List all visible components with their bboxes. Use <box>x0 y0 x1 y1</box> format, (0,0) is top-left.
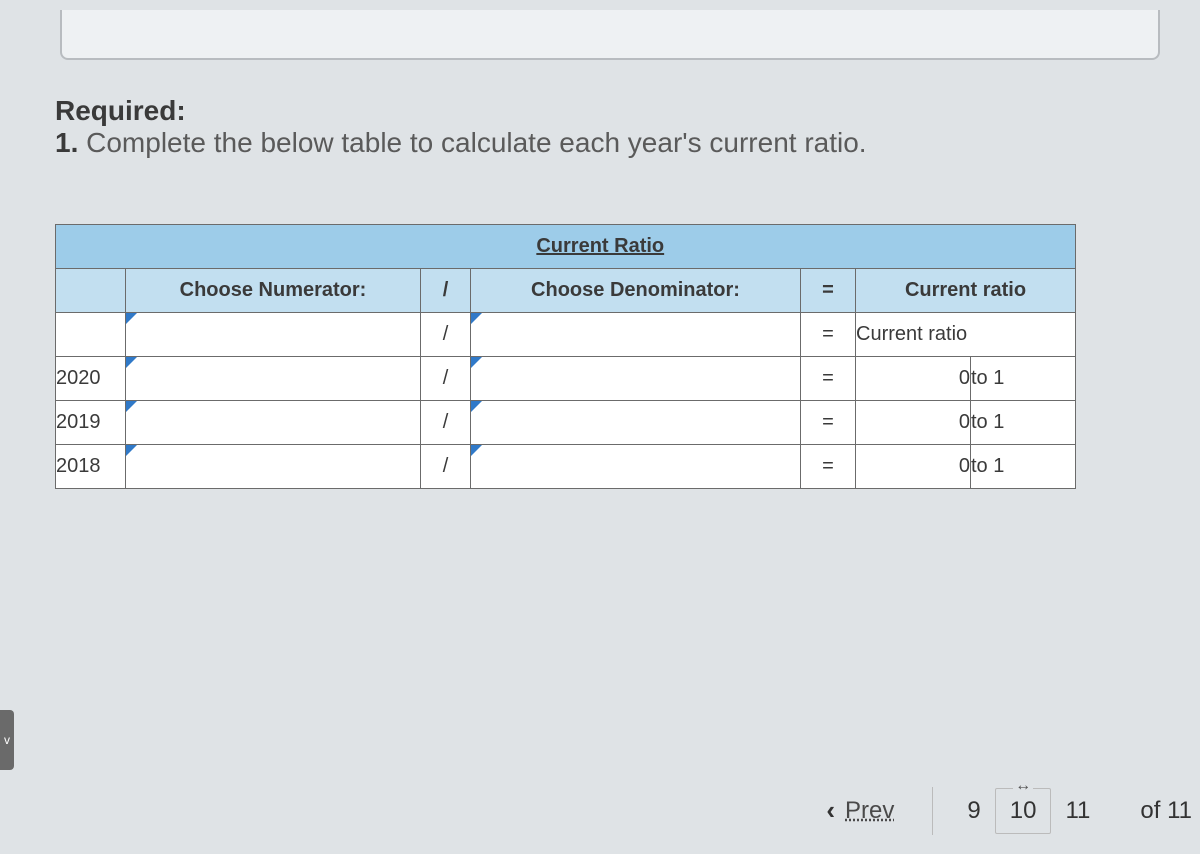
equals-cell: = <box>801 357 856 401</box>
slash-cell: / <box>421 401 471 445</box>
year-cell: 2020 <box>56 357 126 401</box>
ratio-text-cell: Current ratio <box>856 313 1076 357</box>
denominator-dropdown[interactable] <box>471 445 801 489</box>
year-cell: 2019 <box>56 401 126 445</box>
question-box-outline <box>60 10 1160 60</box>
of-label: of <box>1140 797 1160 824</box>
dropdown-icon <box>126 445 137 456</box>
slash-cell: / <box>421 445 471 489</box>
table-row: 2019 / = 0 to 1 <box>56 401 1076 445</box>
instruction-text: Complete the below table to calculate ea… <box>86 127 866 158</box>
ratio-suffix-cell: to 1 <box>971 445 1076 489</box>
ratio-value-cell: 0 <box>856 401 971 445</box>
instruction-line: 1. Complete the below table to calculate… <box>55 127 1160 159</box>
slash-cell: / <box>421 313 471 357</box>
dropdown-icon <box>126 401 137 412</box>
prev-button[interactable]: ‹ Prev <box>806 785 914 836</box>
equals-cell: = <box>801 401 856 445</box>
page-total: of 11 <box>1122 787 1200 835</box>
pagination: 9 ↔ 10 11 <box>932 787 1104 835</box>
equals-cell: = <box>801 313 856 357</box>
current-ratio-table: Current Ratio Choose Numerator: / Choose… <box>55 224 1076 489</box>
ratio-value-cell: 0 <box>856 357 971 401</box>
dropdown-icon <box>471 445 482 456</box>
slash-cell: / <box>421 357 471 401</box>
equals-header: = <box>801 269 856 313</box>
numerator-dropdown[interactable] <box>126 445 421 489</box>
page-10-button[interactable]: ↔ 10 <box>995 788 1052 834</box>
instruction-number: 1. <box>55 127 78 158</box>
denominator-label-dropdown[interactable] <box>471 313 801 357</box>
dropdown-icon <box>471 313 482 324</box>
ratio-suffix-cell: to 1 <box>971 401 1076 445</box>
dropdown-icon <box>471 357 482 368</box>
numerator-label-dropdown[interactable] <box>126 313 421 357</box>
ratio-suffix-cell: to 1 <box>971 357 1076 401</box>
required-label: Required: <box>55 95 186 126</box>
table-title: Current Ratio <box>126 225 1076 269</box>
content-area: Required: 1. Complete the below table to… <box>0 60 1200 489</box>
numerator-header: Choose Numerator: <box>126 269 421 313</box>
numerator-dropdown[interactable] <box>126 357 421 401</box>
link-icon: ↔ <box>1013 777 1033 795</box>
side-tab[interactable]: v <box>0 710 14 770</box>
equals-cell: = <box>801 445 856 489</box>
numerator-dropdown[interactable] <box>126 401 421 445</box>
page-10-label: 10 <box>1010 797 1037 824</box>
bottom-nav: ‹ Prev 9 ↔ 10 11 of 11 <box>806 785 1200 836</box>
dropdown-icon <box>126 357 137 368</box>
denominator-dropdown[interactable] <box>471 401 801 445</box>
chevron-left-icon: ‹ <box>826 795 835 826</box>
table-row: 2018 / = 0 to 1 <box>56 445 1076 489</box>
prev-label: Prev <box>845 797 894 825</box>
table-header-row: Choose Numerator: / Choose Denominator: … <box>56 269 1076 313</box>
page-11-button[interactable]: 11 <box>1051 787 1104 835</box>
table-title-row: Current Ratio <box>56 225 1076 269</box>
page-9-button[interactable]: 9 <box>953 787 994 835</box>
denominator-dropdown[interactable] <box>471 357 801 401</box>
year-cell: 2018 <box>56 445 126 489</box>
ratio-header: Current ratio <box>856 269 1076 313</box>
ratio-value-cell: 0 <box>856 445 971 489</box>
labels-row: / = Current ratio <box>56 313 1076 357</box>
dropdown-icon <box>126 313 137 324</box>
total-pages: 11 <box>1167 797 1192 824</box>
slash-header: / <box>421 269 471 313</box>
table-row: 2020 / = 0 to 1 <box>56 357 1076 401</box>
denominator-header: Choose Denominator: <box>471 269 801 313</box>
dropdown-icon <box>471 401 482 412</box>
